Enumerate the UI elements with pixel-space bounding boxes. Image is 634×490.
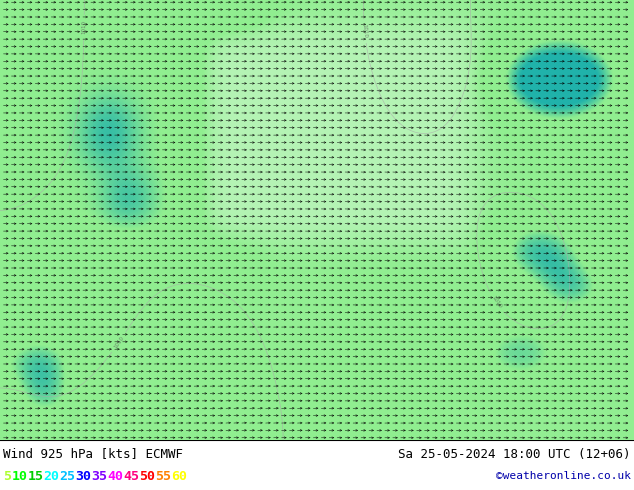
- Text: 30: 30: [75, 469, 91, 483]
- Text: 60: 60: [171, 469, 186, 483]
- Text: 5: 5: [3, 469, 11, 483]
- Text: 25: 25: [60, 469, 75, 483]
- Text: 1010: 1010: [113, 335, 125, 349]
- Text: 1010: 1010: [361, 24, 368, 38]
- Text: 45: 45: [123, 469, 139, 483]
- Text: 35: 35: [91, 469, 107, 483]
- Text: 55: 55: [155, 469, 171, 483]
- Text: 1010: 1010: [490, 295, 502, 309]
- Text: 15: 15: [28, 469, 44, 483]
- Text: ©weatheronline.co.uk: ©weatheronline.co.uk: [496, 471, 631, 481]
- Text: Wind 925 hPa [kts] ECMWF: Wind 925 hPa [kts] ECMWF: [3, 447, 183, 461]
- Text: Sa 25-05-2024 18:00 UTC (12+06): Sa 25-05-2024 18:00 UTC (12+06): [399, 447, 631, 461]
- Text: 20: 20: [44, 469, 60, 483]
- Text: 1010: 1010: [81, 20, 87, 34]
- Text: 40: 40: [107, 469, 123, 483]
- Text: 50: 50: [139, 469, 155, 483]
- Text: 10: 10: [11, 469, 28, 483]
